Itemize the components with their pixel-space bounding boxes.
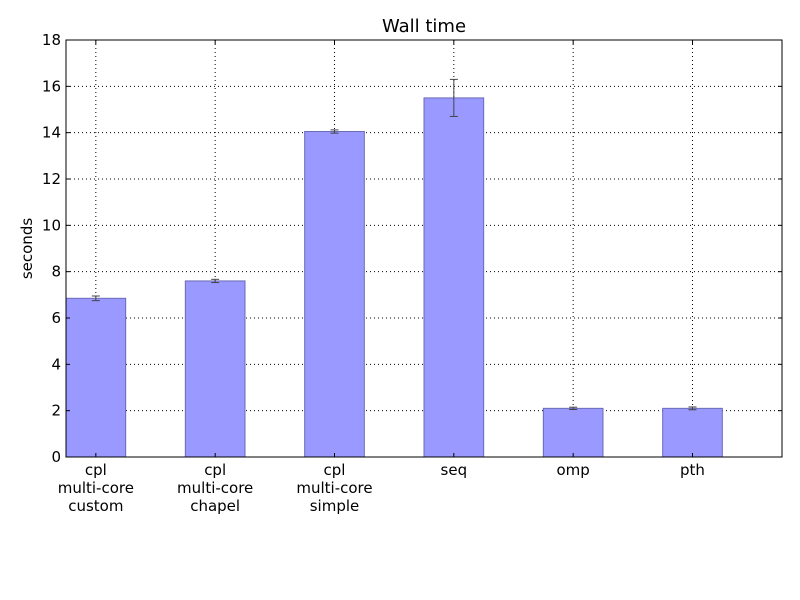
x-tick-label: pth: [680, 461, 705, 479]
x-tick-label-line: multi-core: [177, 479, 253, 497]
x-tick-label-line: omp: [557, 461, 590, 479]
y-tick-label: 6: [51, 309, 61, 327]
bar: [542, 407, 604, 458]
bar: [65, 297, 127, 458]
error-bars-group: [91, 78, 697, 411]
y-tick-label: 4: [51, 355, 61, 373]
x-tick-label-line: cpl: [85, 461, 107, 479]
y-axis-label: seconds: [18, 218, 36, 279]
x-tick-label-line: cpl: [204, 461, 226, 479]
x-tick-label: cpl multi-core custom: [58, 461, 134, 515]
chart-title: Wall time: [382, 16, 466, 37]
plot-frame: [65, 39, 783, 458]
x-tick-label-line: multi-core: [296, 479, 372, 497]
y-tick-label: 18: [42, 31, 61, 49]
x-tick-label-line: seq: [441, 461, 468, 479]
grid-lines: [66, 40, 782, 457]
x-tick-label-line: custom: [68, 497, 123, 515]
bars-group: [65, 97, 723, 458]
bar: [184, 280, 246, 458]
x-tick-label-line: chapel: [190, 497, 240, 515]
bar: [423, 97, 485, 458]
bar: [304, 131, 365, 458]
y-tick-label: 0: [51, 448, 61, 466]
x-tick-label: seq: [441, 461, 468, 479]
y-tick-label: 12: [42, 170, 61, 188]
y-tick-label: 16: [42, 77, 61, 95]
y-tick-label: 2: [51, 402, 61, 420]
x-tick-label: omp: [557, 461, 590, 479]
y-tick-label: 14: [42, 124, 61, 142]
y-tick-label: 8: [51, 263, 61, 281]
y-tick-label: 10: [42, 216, 61, 234]
x-tick-label: cpl multi-core chapel: [177, 461, 253, 515]
x-tick-label: cpl multi-core simple: [296, 461, 372, 515]
x-tick-label-line: pth: [680, 461, 705, 479]
x-tick-label-line: cpl: [324, 461, 346, 479]
x-tick-label-line: multi-core: [58, 479, 134, 497]
bar: [662, 407, 723, 458]
x-tick-label-line: simple: [310, 497, 360, 515]
